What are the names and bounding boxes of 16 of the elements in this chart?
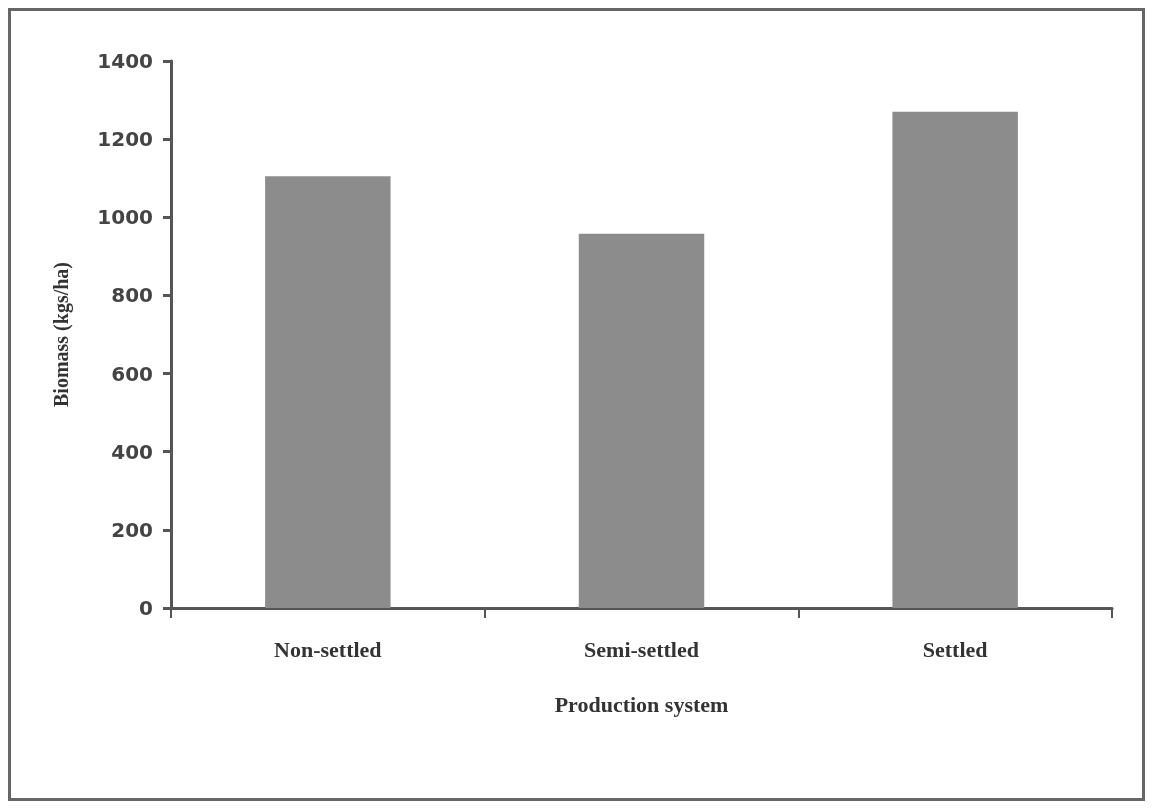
x-tick-label: Settled (922, 636, 988, 662)
y-tick-label: 400 (111, 439, 153, 464)
y-axis-title: Biomass (kgs/ha) (50, 261, 73, 408)
x-axis-title: Production system (554, 691, 729, 717)
y-tick-label: 800 (111, 283, 153, 308)
bar (265, 176, 391, 608)
y-tick-label: 1200 (97, 127, 153, 152)
y-tick-label: 1000 (97, 205, 153, 230)
bar (578, 233, 705, 608)
y-tick-label: 1400 (97, 49, 153, 73)
x-tick-label: Non-settled (274, 636, 382, 662)
y-tick-label: 600 (111, 361, 153, 386)
y-tick-label: 0 (139, 596, 153, 620)
bar (892, 111, 1018, 608)
y-tick-label: 200 (111, 517, 153, 542)
x-tick-label: Semi-settled (584, 636, 699, 662)
